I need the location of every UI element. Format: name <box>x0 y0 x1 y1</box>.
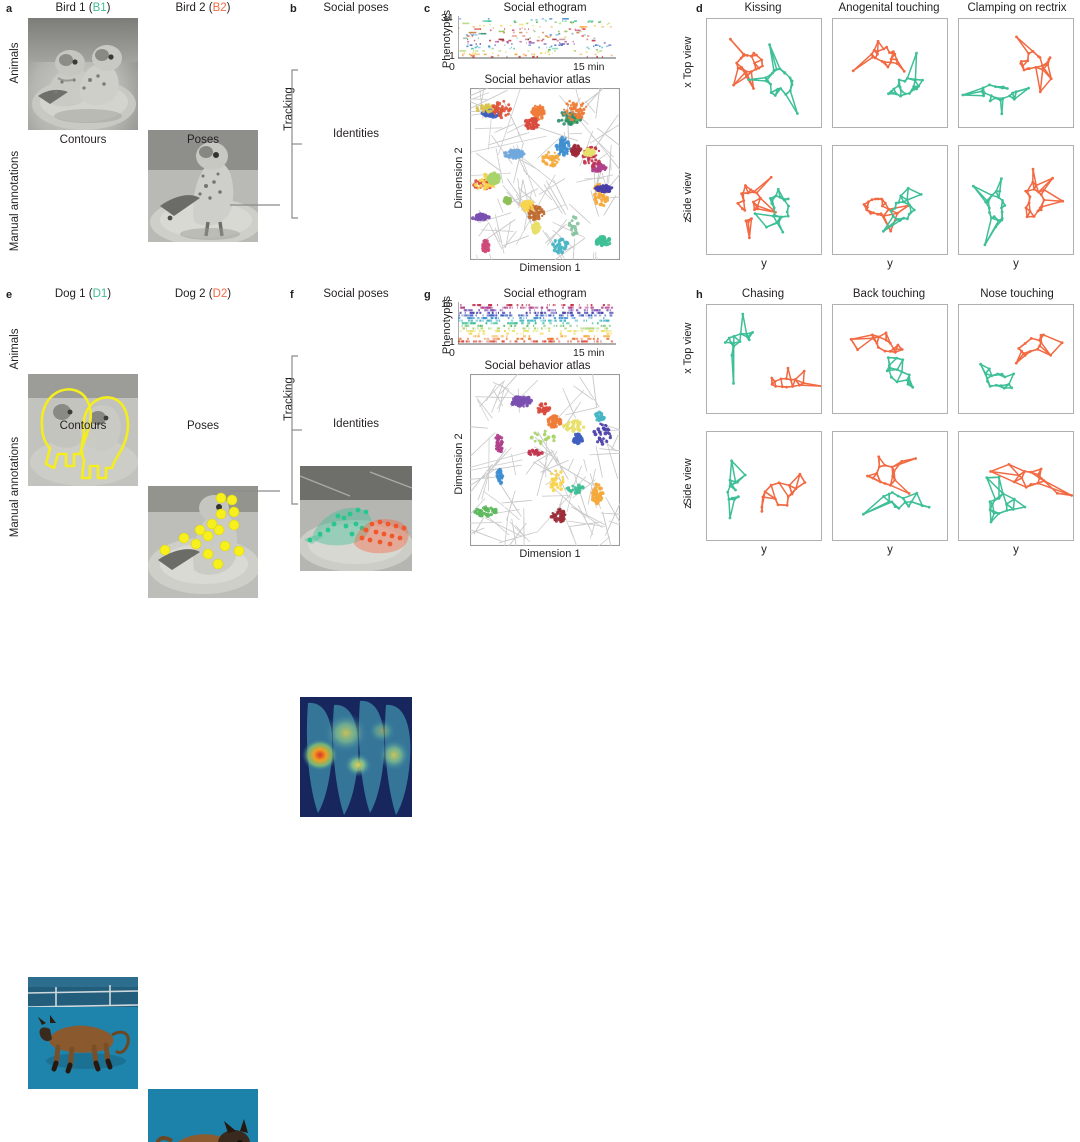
chart-dog-atlas <box>470 374 620 546</box>
title-bird-contours: Contours <box>28 134 138 146</box>
panel-letter-e: e <box>6 289 12 301</box>
title-dog-behavior-2: Nose touching <box>956 288 1078 300</box>
title-dog2: Dog 2 (D2) <box>148 288 258 300</box>
xlabel-dog-behavior-0: y <box>706 544 822 556</box>
title-dog1-suffix: ) <box>107 288 111 300</box>
title-dog-identities: Identities <box>300 418 412 430</box>
title-dog2-suffix: ) <box>227 288 231 300</box>
title-dog-poses: Poses <box>148 420 258 432</box>
plot-dog-side-1 <box>832 431 948 541</box>
panel-letter-d: d <box>696 3 703 15</box>
title-bird-poses: Poses <box>148 134 258 146</box>
title-bird1-id: B1 <box>93 2 107 14</box>
title-dog-behavior-0: Chasing <box>704 288 822 300</box>
row-label-annotations-dog: Manual annotations <box>9 422 21 552</box>
image-bird-poses <box>148 486 258 598</box>
title-dog2-prefix: Dog 2 ( <box>175 288 213 300</box>
title-dog1-id: D1 <box>93 288 108 300</box>
title-bird-behavior-2: Clamping on rectrix <box>956 2 1078 14</box>
plot-bird-top-1 <box>832 18 948 128</box>
axislabel-dog-side-z: z <box>682 496 694 516</box>
row-label-animals-bird: Animals <box>9 27 21 99</box>
chart-bird-atlas <box>470 88 620 260</box>
plot-bird-side-0 <box>706 145 822 255</box>
title-bird2-prefix: Bird 2 ( <box>176 2 213 14</box>
title-bird-atlas: Social behavior atlas <box>455 74 620 86</box>
panel-letter-a: a <box>6 3 12 15</box>
plot-dog-side-0 <box>706 431 822 541</box>
image-bird2 <box>148 130 258 242</box>
image-dog1 <box>28 977 138 1089</box>
title-bird-social-poses: Social poses <box>300 2 412 14</box>
panel-letter-c: c <box>424 3 430 15</box>
title-bird1: Bird 1 (B1) <box>28 2 138 14</box>
title-dog-ethogram: Social ethogram <box>470 288 620 300</box>
title-bird-identities: Identities <box>300 128 412 140</box>
figure-root: a Animals Manual annotations Bird 1 (B1)… <box>0 0 1080 571</box>
tracking-bracket-dog <box>262 304 302 554</box>
xtick-dog-ethogram-end: 15 min <box>573 347 605 359</box>
chart-dog-ethogram <box>458 302 616 348</box>
xtick-dog-ethogram-start: 0 <box>449 347 455 359</box>
ytick-dog-ethogram-top: 15 <box>441 298 453 310</box>
image-dog2 <box>148 1089 258 1142</box>
image-bird-social-poses <box>300 466 412 571</box>
ytick-bird-ethogram-top: 34 <box>441 12 453 24</box>
plot-bird-side-2 <box>958 145 1074 255</box>
xlabel-bird-behavior-2: y <box>958 258 1074 270</box>
plot-dog-top-1 <box>832 304 948 414</box>
plot-dog-top-0 <box>706 304 822 414</box>
axislabel-bird-side-z: z <box>682 210 694 230</box>
panel-letter-b: b <box>290 3 297 15</box>
ylabel-dog-atlas: Dimension 2 <box>453 409 465 519</box>
xtick-bird-ethogram-start: 0 <box>449 61 455 73</box>
title-bird2-id: B2 <box>213 2 227 14</box>
title-dog1: Dog 1 (D1) <box>28 288 138 300</box>
xlabel-bird-behavior-1: y <box>832 258 948 270</box>
xlabel-bird-behavior-0: y <box>706 258 822 270</box>
image-bird1 <box>28 18 138 130</box>
title-bird2-suffix: ) <box>227 2 231 14</box>
tracking-bracket-bird <box>262 18 302 268</box>
plot-dog-side-2 <box>958 431 1074 541</box>
xtick-bird-ethogram-end: 15 min <box>573 61 605 73</box>
title-dog-behavior-1: Back touching <box>830 288 948 300</box>
image-bird-identities <box>300 697 412 817</box>
xlabel-dog-behavior-2: y <box>958 544 1074 556</box>
title-bird2: Bird 2 (B2) <box>148 2 258 14</box>
title-dog2-id: D2 <box>213 288 228 300</box>
title-bird-behavior-0: Kissing <box>704 2 822 14</box>
plot-bird-top-0 <box>706 18 822 128</box>
panel-letter-h: h <box>696 289 703 301</box>
axislabel-bird-top-x: x <box>682 75 694 95</box>
title-dog-social-poses: Social poses <box>300 288 412 300</box>
title-bird-ethogram: Social ethogram <box>470 2 620 14</box>
chart-bird-ethogram <box>458 16 616 62</box>
panel-letter-g: g <box>424 289 431 301</box>
title-bird-behavior-1: Anogenital touching <box>830 2 948 14</box>
row-label-annotations-bird: Manual annotations <box>9 136 21 266</box>
plot-dog-top-2 <box>958 304 1074 414</box>
tracking-connector-bird <box>230 200 285 210</box>
title-dog1-prefix: Dog 1 ( <box>55 288 93 300</box>
panel-letter-f: f <box>290 289 294 301</box>
title-dog-atlas: Social behavior atlas <box>455 360 620 372</box>
xlabel-dog-atlas: Dimension 1 <box>470 548 630 560</box>
title-bird1-suffix: ) <box>107 2 111 14</box>
xlabel-dog-behavior-1: y <box>832 544 948 556</box>
title-dog-contours: Contours <box>28 420 138 432</box>
ylabel-bird-atlas: Dimension 2 <box>453 123 465 233</box>
plot-bird-side-1 <box>832 145 948 255</box>
xlabel-bird-atlas: Dimension 1 <box>470 262 630 274</box>
plot-bird-top-2 <box>958 18 1074 128</box>
row-label-animals-dog: Animals <box>9 313 21 385</box>
axislabel-dog-top-x: x <box>682 361 694 381</box>
tracking-connector-dog <box>230 486 285 496</box>
title-bird1-prefix: Bird 1 ( <box>56 2 93 14</box>
